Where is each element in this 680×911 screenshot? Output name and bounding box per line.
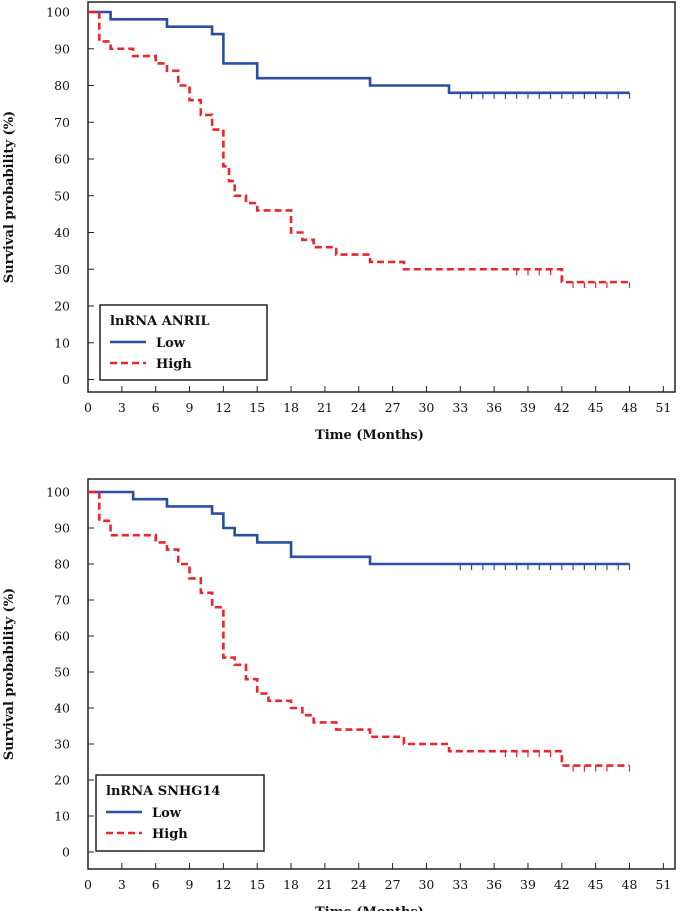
- legend-label-high: High: [152, 827, 188, 842]
- x-tick-label: 33: [452, 877, 468, 892]
- plot-frame: [87, 478, 676, 870]
- x-tick-label: 51: [655, 877, 671, 892]
- x-tick-label: 36: [486, 400, 502, 415]
- y-tick-label: 40: [54, 225, 70, 240]
- y-tick-label: 60: [54, 152, 70, 167]
- x-tick-label: 18: [283, 400, 299, 415]
- series-line-high: [88, 10, 630, 284]
- x-tick-label: 45: [588, 877, 604, 892]
- y-tick-label: 90: [54, 521, 70, 536]
- y-tick-label: 100: [46, 485, 70, 500]
- x-tick-label: 33: [452, 400, 468, 415]
- x-tick-label: 0: [84, 400, 92, 415]
- y-tick-label: 50: [54, 188, 70, 203]
- x-tick-label: 30: [418, 400, 434, 415]
- x-tick-label: 0: [84, 877, 92, 892]
- x-tick-label: 30: [418, 877, 434, 892]
- x-tick-label: 39: [520, 877, 536, 892]
- x-tick-label: 21: [317, 877, 333, 892]
- y-tick-label: 90: [54, 41, 70, 56]
- x-axis-title: Time (Months): [315, 428, 424, 443]
- y-tick-label: 30: [54, 262, 70, 277]
- x-tick-label: 15: [249, 877, 265, 892]
- y-tick-label: 20: [54, 299, 70, 314]
- x-tick-label: 9: [186, 400, 194, 415]
- x-tick-label: 27: [385, 400, 401, 415]
- series-line-low: [88, 490, 630, 566]
- x-tick-label: 24: [351, 877, 367, 892]
- series-line-high: [88, 490, 630, 767]
- x-tick-label: 48: [622, 877, 638, 892]
- y-tick-label: 50: [54, 665, 70, 680]
- y-tick-label: 10: [54, 335, 70, 350]
- y-axis-title: Survival probability (%): [2, 588, 17, 760]
- y-tick-label: 20: [54, 773, 70, 788]
- plot-frame: [87, 1, 676, 393]
- x-tick-label: 51: [655, 400, 671, 415]
- y-tick-label: 80: [54, 557, 70, 572]
- legend-label-low: Low: [152, 806, 182, 821]
- x-tick-label: 18: [283, 877, 299, 892]
- x-tick-label: 9: [186, 877, 194, 892]
- y-tick-label: 100: [46, 5, 70, 20]
- y-tick-label: 30: [54, 737, 70, 752]
- x-tick-label: 12: [215, 877, 231, 892]
- y-tick-label: 0: [62, 372, 70, 387]
- x-tick-label: 45: [588, 400, 604, 415]
- legend-title: lnRNA ANRIL: [110, 314, 210, 329]
- y-tick-label: 60: [54, 629, 70, 644]
- y-tick-label: 70: [54, 115, 70, 130]
- x-tick-label: 15: [249, 400, 265, 415]
- x-tick-label: 39: [520, 400, 536, 415]
- y-tick-label: 10: [54, 809, 70, 824]
- x-tick-label: 3: [118, 877, 126, 892]
- x-tick-label: 21: [317, 400, 333, 415]
- x-axis-title: Time (Months): [315, 905, 424, 911]
- x-tick-label: 3: [118, 400, 126, 415]
- legend: lnRNA ANRIL Low High: [99, 304, 268, 381]
- x-tick-label: 24: [351, 400, 367, 415]
- x-tick-label: 48: [622, 400, 638, 415]
- x-tick-label: 36: [486, 877, 502, 892]
- legend-label-high: High: [156, 357, 192, 372]
- legend: lnRNA SNHG14 Low High: [95, 774, 265, 852]
- x-tick-label: 12: [215, 400, 231, 415]
- x-tick-label: 6: [152, 877, 160, 892]
- x-tick-label: 42: [554, 400, 570, 415]
- y-tick-label: 70: [54, 593, 70, 608]
- x-tick-label: 6: [152, 400, 160, 415]
- y-axis-title: Survival probability (%): [2, 111, 17, 283]
- y-tick-label: 40: [54, 701, 70, 716]
- legend-title: lnRNA SNHG14: [106, 784, 220, 799]
- series-line-low: [88, 10, 630, 95]
- y-tick-label: 0: [62, 845, 70, 860]
- legend-label-low: Low: [156, 336, 186, 351]
- y-tick-label: 80: [54, 78, 70, 93]
- x-tick-label: 42: [554, 877, 570, 892]
- x-tick-label: 27: [385, 877, 401, 892]
